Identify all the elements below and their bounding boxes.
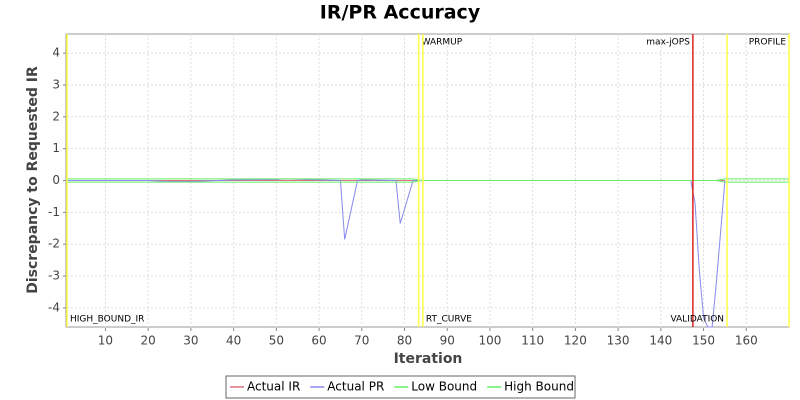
y-tick-label: 4	[52, 46, 60, 60]
x-tick-label: 80	[397, 334, 412, 348]
y-tick-label: -1	[48, 205, 60, 219]
y-tick-label: 1	[52, 141, 60, 155]
marker-label: WARMUP	[422, 38, 463, 48]
x-tick-label: 130	[607, 334, 630, 348]
y-tick-label: 3	[52, 77, 60, 91]
marker-label: HIGH_BOUND_IR	[70, 315, 144, 325]
chart-title: IR/PR Accuracy	[320, 2, 481, 24]
marker-label: RT_CURVE	[426, 315, 472, 325]
x-tick-label: 90	[440, 334, 455, 348]
x-tick-label: 50	[269, 334, 284, 348]
y-axis-label: Discrepancy to Requested IR	[25, 66, 41, 294]
y-tick-label: -4	[48, 300, 60, 314]
x-tick-label: 40	[226, 334, 241, 348]
y-tick-label: 0	[52, 173, 60, 187]
y-tick-label: -2	[48, 237, 60, 251]
x-tick-label: 20	[141, 334, 156, 348]
x-tick-label: 100	[478, 334, 501, 348]
series-line	[67, 178, 789, 181]
x-tick-label: 160	[735, 334, 758, 348]
x-tick-label: 110	[521, 334, 544, 348]
x-tick-label: 120	[564, 334, 587, 348]
legend-label: Actual IR	[247, 380, 300, 394]
x-tick-label: 30	[183, 334, 198, 348]
x-tick-label: 150	[692, 334, 715, 348]
x-tick-label: 70	[354, 334, 369, 348]
marker-label: PROFILE	[749, 38, 787, 48]
marker-label: VALIDATION	[670, 315, 724, 325]
x-tick-label: 60	[311, 334, 326, 348]
x-tick-label: 140	[649, 334, 672, 348]
legend-label: Actual PR	[327, 380, 384, 394]
y-tick-label: -3	[48, 269, 60, 283]
marker-label: max-jOPS	[646, 38, 690, 48]
series-line	[67, 178, 726, 328]
x-tick-label: 10	[98, 334, 113, 348]
y-tick-label: 2	[52, 109, 60, 123]
x-axis-label: Iteration	[394, 351, 463, 367]
legend-label: High Bound	[504, 380, 574, 394]
legend-label: Low Bound	[411, 380, 477, 394]
